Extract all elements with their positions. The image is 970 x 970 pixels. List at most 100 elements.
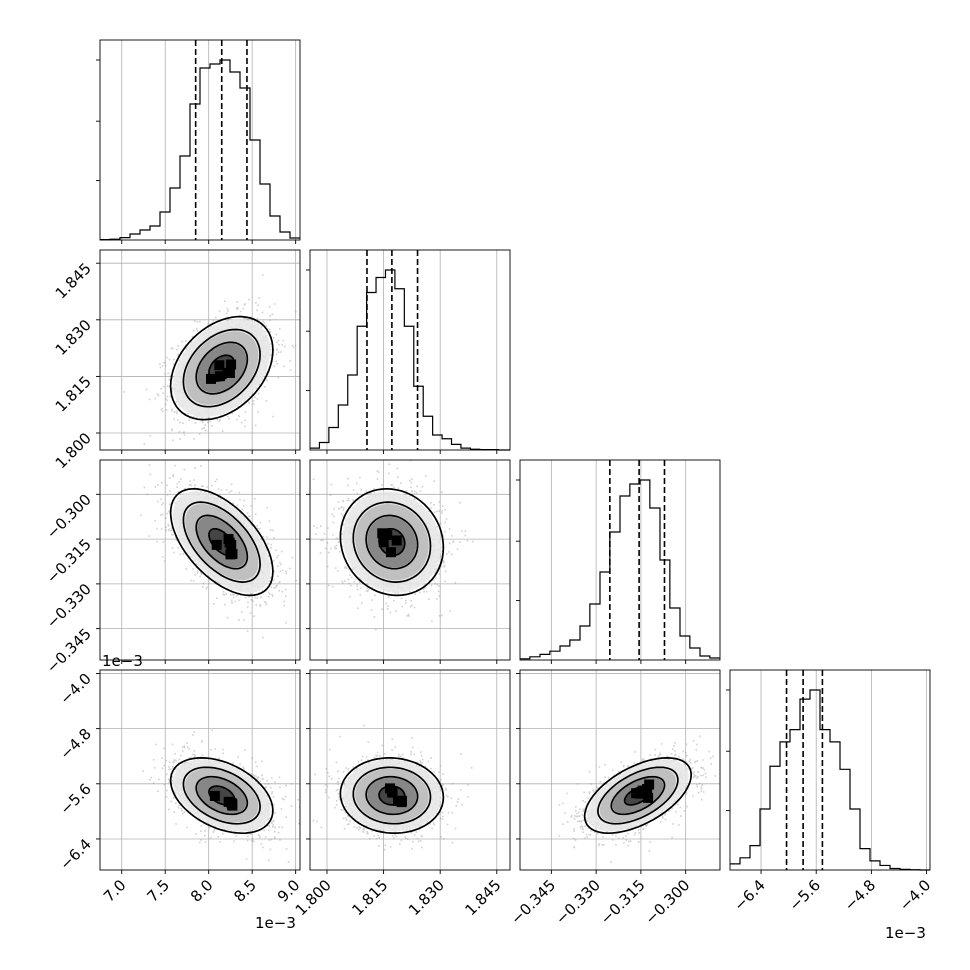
scatter-content: [142, 729, 300, 863]
histogram-2: [520, 479, 720, 660]
y-tick-label: −0.315: [43, 535, 95, 587]
axes-frame: [99, 459, 301, 661]
x-tick-label: 8.5: [230, 876, 260, 906]
x-offset-label-param0: 1e−3: [255, 914, 296, 932]
axes-frame: [729, 669, 931, 871]
density-cell: [631, 788, 642, 799]
axes-frame: [99, 249, 301, 451]
density-cell: [214, 360, 225, 371]
contour-line: [339, 757, 445, 834]
scatter-panel-3-0: [96, 669, 301, 874]
x-offset-label-param3: 1e−3: [885, 924, 926, 942]
x-tick-label: 7.0: [100, 876, 130, 906]
contour-line: [623, 785, 653, 806]
contour-line: [208, 354, 236, 382]
x-tick-label: 8.0: [187, 876, 217, 906]
contour-line: [182, 501, 261, 583]
scatter-panel-1-0: [96, 249, 301, 454]
density-cell: [211, 539, 222, 550]
x-tick-label: −0.300: [642, 876, 694, 928]
scatter-panel-3-2: [516, 669, 721, 874]
contour-line: [352, 766, 432, 825]
density-cell: [644, 779, 655, 790]
axes-frame: [309, 459, 511, 661]
y-tick-label: −5.6: [56, 780, 94, 818]
axes-frame: [519, 669, 721, 871]
contour-line: [195, 514, 249, 570]
axes-frame: [519, 459, 721, 661]
histogram-0: [100, 59, 300, 241]
density-cell: [387, 787, 398, 798]
scatter-content: [312, 460, 474, 631]
x-tick-label: −0.345: [507, 876, 559, 928]
scatter-panel-3-1: [306, 669, 511, 874]
y-tick-label: 1.815: [52, 373, 95, 416]
x-tick-label: 1.815: [348, 876, 391, 919]
y-tick-label: −4.8: [56, 725, 94, 763]
contour-line: [169, 315, 274, 421]
contour-line: [208, 785, 236, 806]
y-tick-label: 1.845: [52, 259, 95, 302]
density-cell: [209, 790, 220, 801]
scatter-panel-2-1: [306, 459, 511, 664]
contour-line: [597, 766, 679, 825]
density-cell: [224, 367, 235, 378]
contour-line: [208, 527, 236, 557]
contour-line: [352, 501, 432, 583]
x-tick-label: −4.8: [841, 876, 879, 914]
x-tick-label: −5.6: [786, 876, 824, 914]
axes-frame: [99, 669, 301, 871]
x-tick-label: −0.315: [597, 876, 649, 928]
y-tick-label: −0.345: [43, 625, 95, 677]
contour-line: [195, 341, 249, 395]
y-tick-label: −0.300: [43, 490, 95, 542]
axes-frame: [309, 249, 511, 451]
x-tick-label: 1.830: [405, 876, 448, 919]
histogram-1: [310, 269, 510, 451]
y-offset-label-param3: 1e−3: [102, 652, 143, 670]
scatter-content: [558, 735, 716, 863]
contour-line: [583, 757, 693, 835]
contour-line: [378, 527, 406, 557]
contour-line: [195, 775, 249, 816]
histogram-panel-0: [96, 39, 301, 244]
x-tick-label: 7.5: [143, 876, 173, 906]
contour-line: [365, 514, 419, 570]
scatter-content: [312, 724, 473, 851]
scatter-content: [140, 464, 298, 639]
contour-line: [182, 766, 261, 825]
x-tick-label: −0.330: [552, 876, 604, 928]
contour-line: [365, 775, 419, 816]
density-cell: [393, 796, 404, 807]
x-tick-label: −4.0: [896, 876, 934, 914]
density-cell: [223, 533, 234, 544]
contour-line: [182, 328, 261, 408]
y-tick-label: 1.830: [52, 316, 95, 359]
scatter-panel-2-0: [96, 459, 301, 664]
density-cell: [643, 792, 654, 803]
x-tick-label: −6.4: [730, 876, 768, 914]
density-cell: [637, 785, 648, 796]
axes-frame: [309, 669, 511, 871]
density-cell: [226, 359, 237, 370]
histogram-panel-3: [726, 669, 931, 874]
density-cell: [378, 537, 389, 548]
y-tick-label: 1.800: [52, 429, 95, 472]
histogram-3: [730, 689, 930, 871]
axes-frame: [99, 39, 301, 241]
y-tick-label: −4.0: [56, 670, 94, 708]
density-cell: [391, 535, 402, 546]
x-tick-label: 1.800: [292, 876, 335, 919]
density-cell: [214, 371, 225, 382]
contour-line: [339, 487, 445, 597]
contour-line: [610, 775, 666, 816]
contour-line: [169, 487, 274, 597]
density-cell: [386, 547, 397, 558]
contour-line: [378, 785, 406, 806]
y-tick-label: −6.4: [56, 835, 94, 873]
histogram-panel-1: [306, 249, 511, 454]
histogram-panel-2: [516, 459, 721, 664]
contour-line: [169, 757, 274, 835]
scatter-content: [123, 274, 300, 445]
